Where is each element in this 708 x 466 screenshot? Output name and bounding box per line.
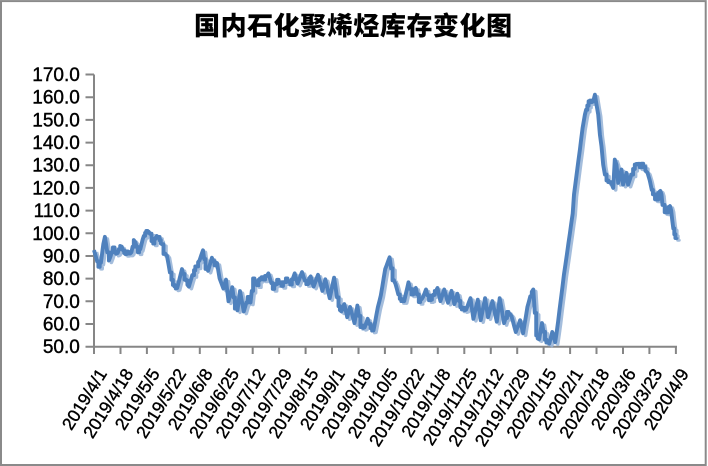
- svg-text:90.0: 90.0: [43, 247, 80, 268]
- svg-text:150.0: 150.0: [32, 110, 80, 131]
- svg-text:50.0: 50.0: [43, 337, 80, 358]
- svg-text:130.0: 130.0: [32, 156, 80, 177]
- svg-text:70.0: 70.0: [43, 292, 80, 313]
- svg-text:110.0: 110.0: [34, 201, 80, 222]
- svg-text:100.0: 100.0: [32, 224, 80, 245]
- svg-text:160.0: 160.0: [32, 88, 80, 109]
- svg-text:140.0: 140.0: [32, 133, 80, 154]
- svg-text:80.0: 80.0: [43, 269, 80, 290]
- svg-text:60.0: 60.0: [43, 315, 80, 336]
- svg-text:170.0: 170.0: [32, 65, 80, 86]
- svg-text:120.0: 120.0: [32, 178, 80, 199]
